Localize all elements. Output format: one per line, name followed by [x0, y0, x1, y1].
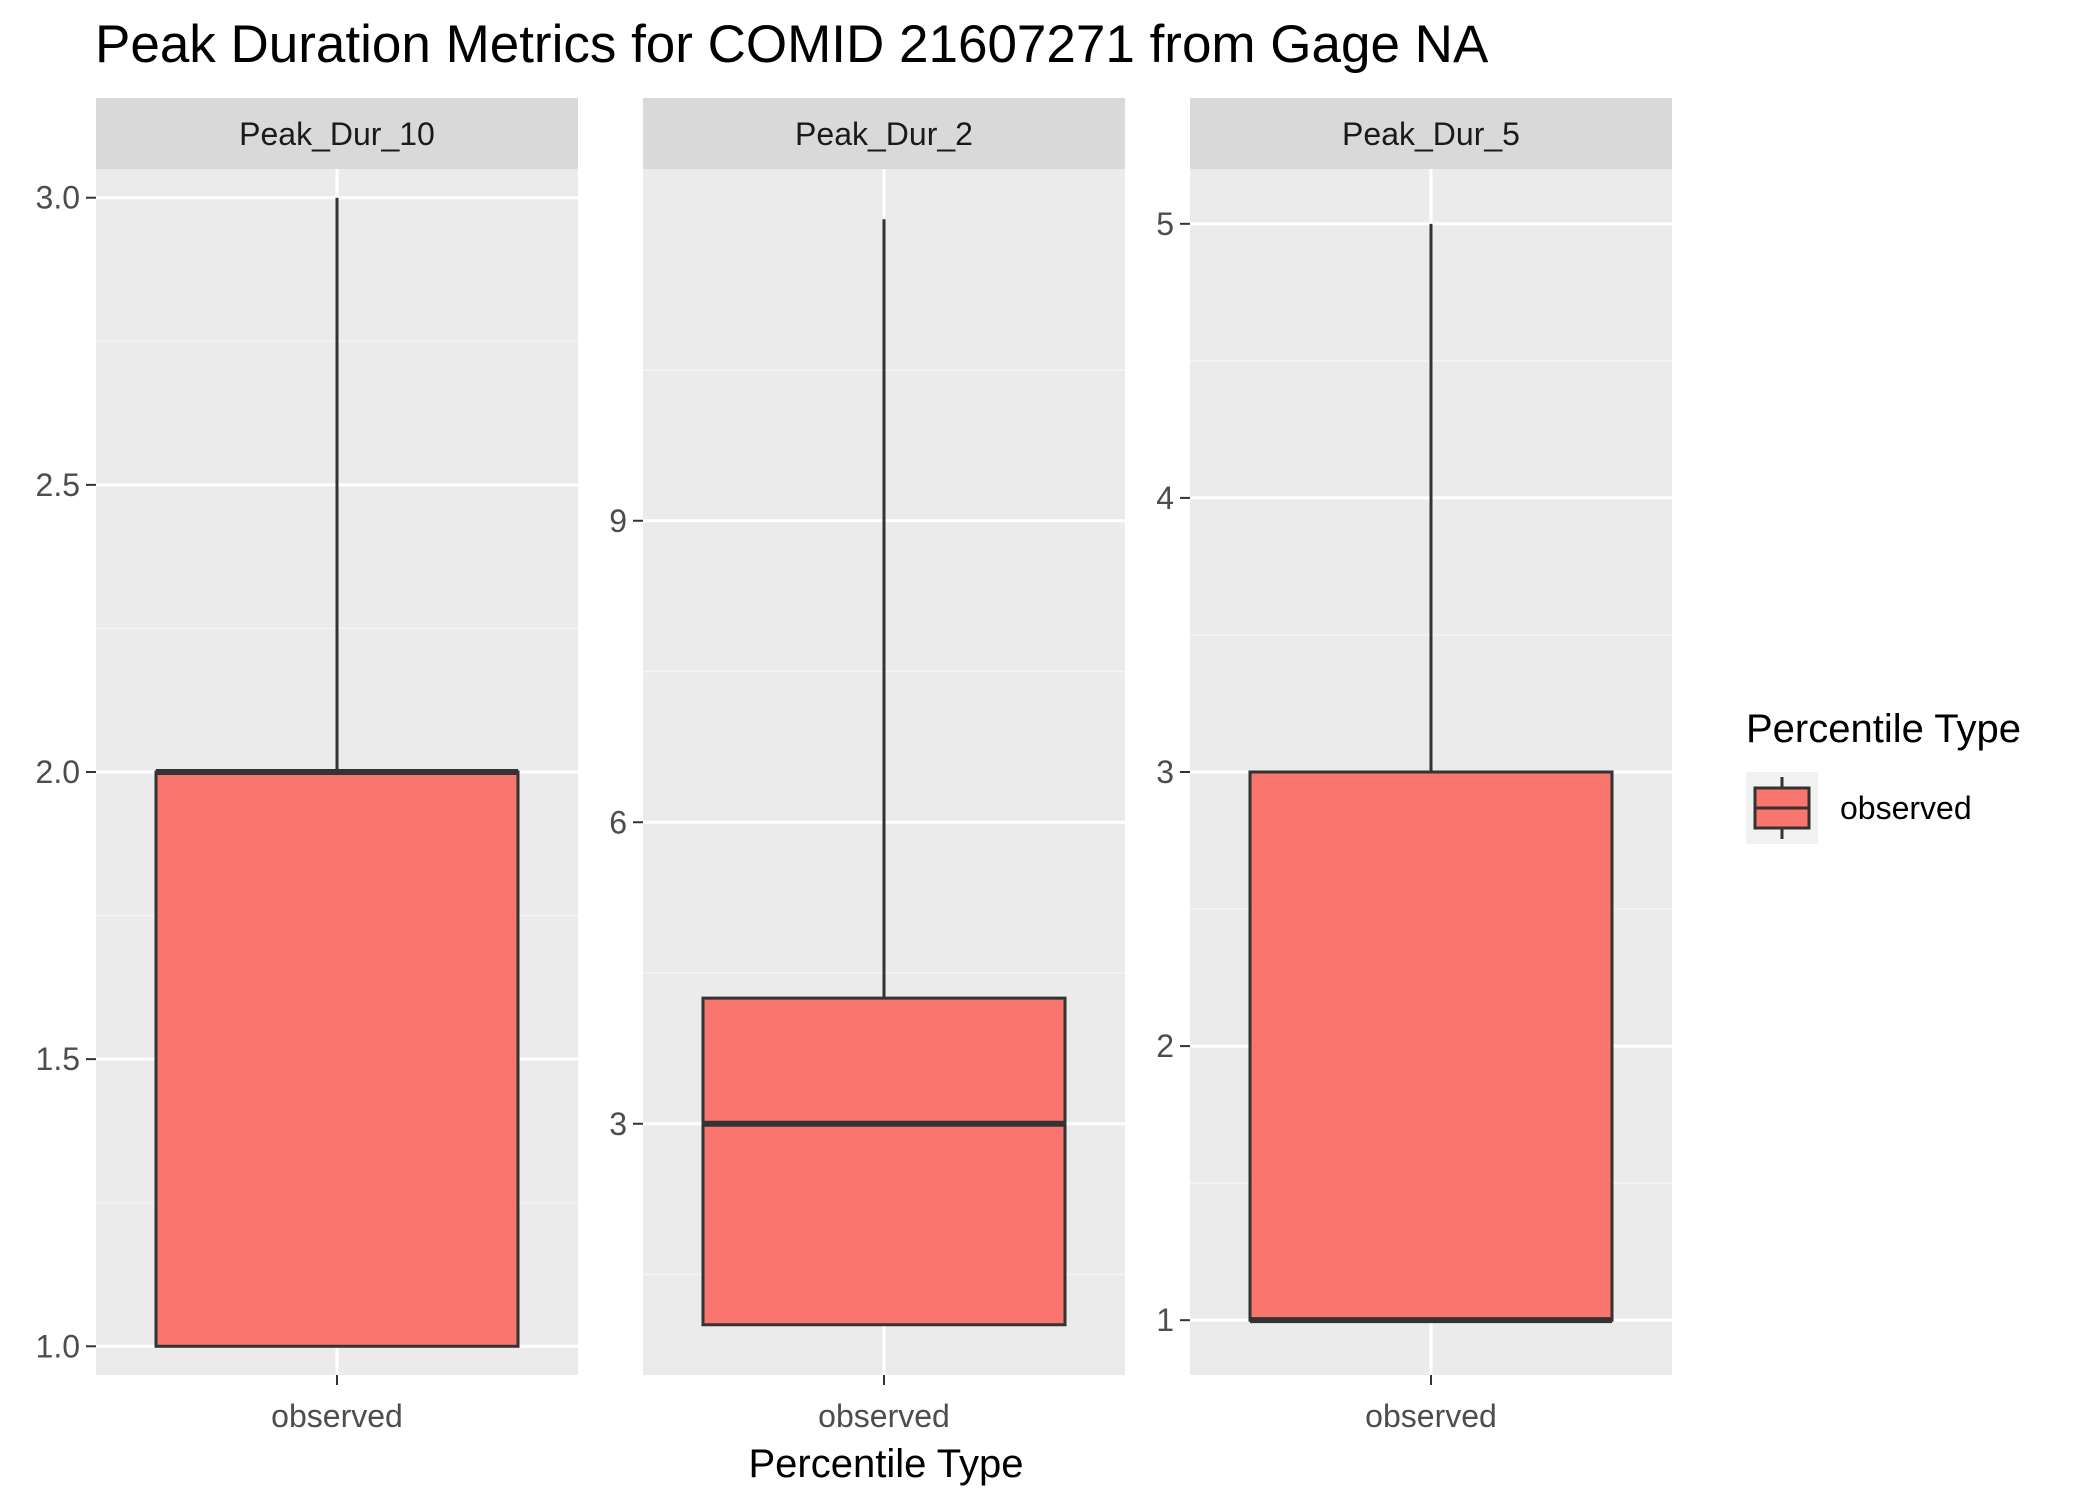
facet-strip — [1190, 98, 1672, 169]
y-tick-label: 9 — [609, 503, 627, 539]
legend-entry: observed — [1746, 772, 1972, 844]
box — [701, 996, 1067, 1327]
legend: Percentile Type observed — [1746, 707, 2021, 844]
y-tick-label: 3 — [1156, 754, 1174, 790]
y-tick-label: 2.5 — [36, 467, 80, 503]
x-tick-label: observed — [1365, 1398, 1497, 1434]
chart-title: Peak Duration Metrics for COMID 21607271… — [95, 15, 1489, 74]
legend-title: Percentile Type — [1746, 707, 2021, 751]
facet-strip — [96, 98, 578, 169]
y-tick-label: 3.0 — [36, 180, 80, 216]
facet-strip — [643, 98, 1125, 169]
facet-strip-label: Peak_Dur_5 — [1342, 116, 1520, 152]
x-axis-title: Percentile Type — [749, 1442, 1024, 1486]
box — [1248, 770, 1614, 1322]
facet-strip-label: Peak_Dur_2 — [795, 116, 973, 152]
facet-panel: Peak_Dur_2 3 6 9 observed — [609, 98, 1125, 1434]
box — [154, 770, 520, 1348]
facet-panels: Peak_Dur_101.01.52.02.53.0observedPeak_D… — [36, 98, 1672, 1434]
facet-strip-label: Peak_Dur_10 — [239, 116, 435, 152]
y-tick-label: 6 — [609, 804, 627, 840]
y-tick-label: 2 — [1156, 1028, 1174, 1064]
facet-panel: Peak_Dur_5 1 2 3 4 5 observed — [1156, 98, 1672, 1434]
y-tick-label: 1 — [1156, 1302, 1174, 1338]
y-tick-label: 4 — [1156, 480, 1174, 516]
y-tick-label: 3 — [609, 1106, 627, 1142]
y-tick-label: 1.5 — [36, 1041, 80, 1077]
legend-entries: observed — [1746, 772, 1972, 844]
y-tick-label: 1.0 — [36, 1328, 80, 1364]
x-tick-label: observed — [818, 1398, 950, 1434]
legend-label: observed — [1840, 790, 1972, 826]
facet-panel: Peak_Dur_10 1.0 1.5 2.0 2.5 3.0 observed — [36, 98, 578, 1434]
x-tick-label: observed — [271, 1398, 403, 1434]
y-tick-label: 5 — [1156, 206, 1174, 242]
y-tick-label: 2.0 — [36, 754, 80, 790]
